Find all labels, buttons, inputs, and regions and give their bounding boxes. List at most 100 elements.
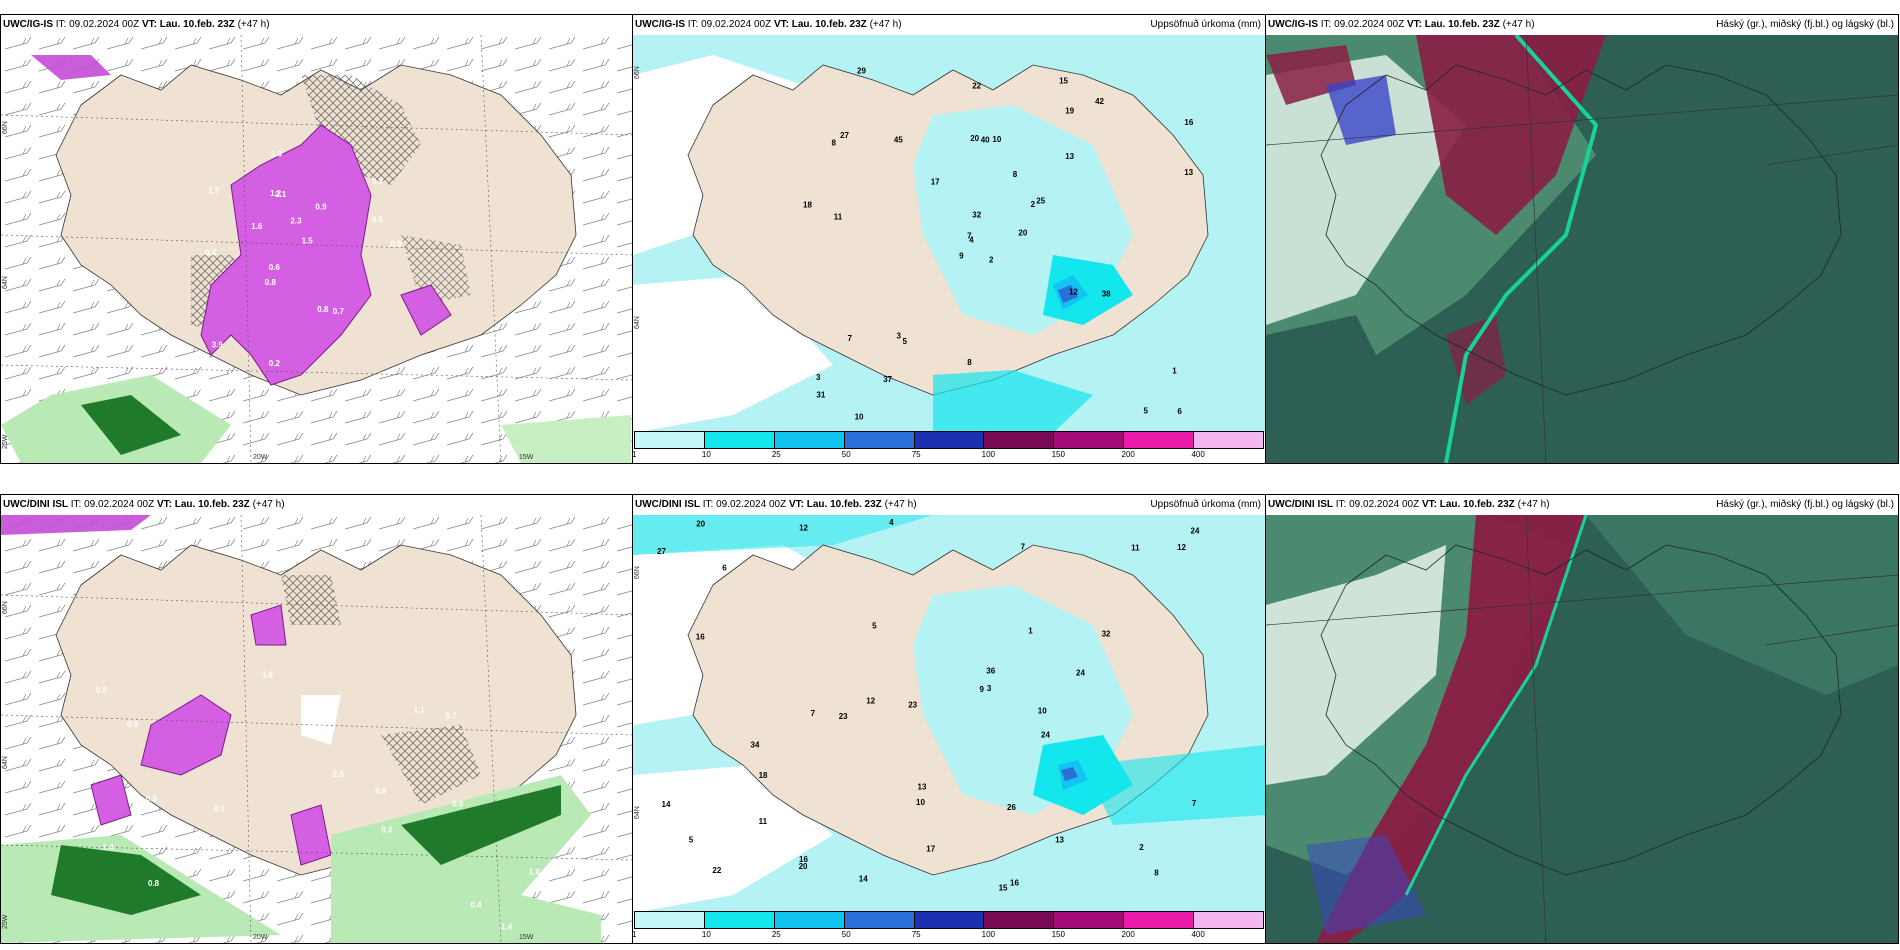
colorbar-labels: 1 10 25 50 75 100 150 200 400 <box>632 450 1205 459</box>
value-label: 13 <box>1055 835 1064 844</box>
precip-title: Uppsöfnuð úrkoma (mm) <box>1150 19 1261 30</box>
precip-panel-bottom: UWC/DINI ISL IT: 09.02.2024 00Z VT: Lau.… <box>632 494 1266 944</box>
cloud-map <box>1266 35 1898 463</box>
value-label: 5 <box>903 337 908 346</box>
value-label: 0.3 <box>372 177 384 186</box>
value-label: 22 <box>712 866 721 875</box>
colorbar-seg <box>1124 912 1195 928</box>
value-label: 0.9 <box>391 239 403 248</box>
value-label: 5 <box>1144 406 1149 415</box>
value-label: 7 <box>811 709 816 718</box>
colorbar-seg <box>1054 912 1125 928</box>
colorbar-seg <box>635 432 705 448</box>
value-label: 36 <box>986 666 995 675</box>
value-label: 5 <box>689 836 694 845</box>
colorbar-seg <box>774 432 845 448</box>
value-label: 0.3 <box>381 825 393 834</box>
value-label: 6 <box>1177 407 1182 416</box>
value-label: 3 <box>987 684 992 693</box>
value-label: 1.7 <box>208 187 220 196</box>
value-label: 0.6 <box>269 263 281 272</box>
value-label: 16 <box>1184 118 1193 127</box>
value-label: 1 <box>1172 366 1177 375</box>
cloud-title: Háský (gr.), miðský (fj.bl.) og lágský (… <box>1716 19 1894 30</box>
value-label: 1.1 <box>414 706 426 715</box>
value-label: 19 <box>1065 107 1074 116</box>
value-label: 10 <box>916 798 925 807</box>
value-label: 8 <box>1013 170 1018 179</box>
value-label: 34 <box>751 741 760 750</box>
panel-header: UWC/IG-IS IT: 09.02.2024 00Z VT: Lau. 10… <box>3 19 270 30</box>
colorbar-seg <box>704 432 775 448</box>
value-label: 1.6 <box>251 222 263 231</box>
value-label: 2 <box>989 256 994 265</box>
value-label: 2.6 <box>333 770 345 779</box>
value-label: 18 <box>803 201 812 210</box>
value-label: 1.5 <box>302 237 314 246</box>
value-labels: 2843251510192029611169131020871731374025… <box>803 67 1194 422</box>
value-label: 0.7 <box>333 307 345 316</box>
lat-label: 64N <box>2 756 9 769</box>
value-label: 4 <box>889 518 894 527</box>
precip-panel-top: UWC/IG-IS IT: 09.02.2024 00Z VT: Lau. 10… <box>632 14 1266 464</box>
colorbar-seg <box>914 432 985 448</box>
value-label: 38 <box>1102 290 1111 299</box>
colorbar-seg <box>844 432 915 448</box>
colorbar-seg <box>774 912 845 928</box>
value-label: 7 <box>967 231 972 240</box>
precip-map: 66N 64N 2 8 4 3 2 5 15 10 19 20 29 6 11 16 9 13 10 20 8 7 17… <box>633 35 1265 433</box>
cloud-panel-top: UWC/IG-IS IT: 09.02.2024 00Z VT: Lau. 10… <box>1265 14 1899 464</box>
value-label: 14 <box>859 875 868 884</box>
value-label: 24 <box>1191 527 1200 536</box>
lat-label: 25W <box>2 914 9 929</box>
value-label: 13 <box>1184 168 1193 177</box>
value-label: 1 <box>1028 627 1033 636</box>
value-label: 16 <box>1010 878 1019 887</box>
value-label: 11 <box>759 817 768 826</box>
colorbar-seg <box>1194 432 1264 448</box>
value-label: 17 <box>931 178 940 187</box>
value-label: 42 <box>1095 97 1104 106</box>
colorbar-labels: 1 10 25 50 75 100 150 200 400 <box>632 930 1205 939</box>
value-label: 0.6 <box>375 787 387 796</box>
colorbar-seg <box>844 912 915 928</box>
value-label: 1.1 <box>215 400 227 409</box>
value-label: 0.7 <box>446 712 458 721</box>
value-label: 2.1 <box>275 190 287 199</box>
snow-precip-area <box>140 694 232 776</box>
value-label: 0.6 <box>369 396 381 405</box>
lat-label: 64N <box>2 276 9 289</box>
value-label: 12 <box>1177 543 1186 552</box>
cloud-panel-bottom: UWC/DINI ISL IT: 09.02.2024 00Z VT: Lau.… <box>1265 494 1899 944</box>
value-label: 5 <box>872 621 877 630</box>
value-label: 0.6 <box>127 720 139 729</box>
value-label: 1.6 <box>262 671 274 680</box>
value-label: 17 <box>926 845 935 854</box>
lon-label: 20W <box>253 454 268 461</box>
value-label: 23 <box>908 701 917 710</box>
value-label: 31 <box>816 391 825 400</box>
cloud-title: Háský (gr.), miðský (fj.bl.) og lágský (… <box>1716 499 1894 510</box>
value-label: 7 <box>1021 543 1026 552</box>
svg-text:64N: 64N <box>634 806 641 819</box>
value-label: 3.9 <box>212 340 224 349</box>
value-label: 45 <box>894 136 903 145</box>
value-label: 4 <box>969 235 974 244</box>
value-labels: 1.4 0.5 0.3 0.9 1.0 0.6 0.8 0.2 0.7 1.3 1.1 0.4 0.5 1… <box>78 671 541 932</box>
value-label: 1.4 <box>197 383 209 392</box>
lat-label: 66N <box>2 601 9 614</box>
value-label: 8 <box>832 138 837 147</box>
value-label: 14 <box>662 800 671 809</box>
value-label: 1.4 <box>501 923 513 932</box>
value-label: 20 <box>696 520 705 529</box>
value-label: 2 <box>1139 843 1144 852</box>
value-label: 2 <box>1031 200 1036 209</box>
value-label: 0.3 <box>78 759 90 768</box>
value-label: 13 <box>1065 152 1074 161</box>
value-label: 16 <box>799 855 808 864</box>
value-label: 20 <box>1018 228 1027 237</box>
value-label: 0.8 <box>317 305 329 314</box>
panel-header: UWC/IG-IS IT: 09.02.2024 00Z VT: Lau. 10… <box>1266 15 1898 35</box>
value-label: 10 <box>855 413 864 422</box>
value-label: 23 <box>839 712 848 721</box>
